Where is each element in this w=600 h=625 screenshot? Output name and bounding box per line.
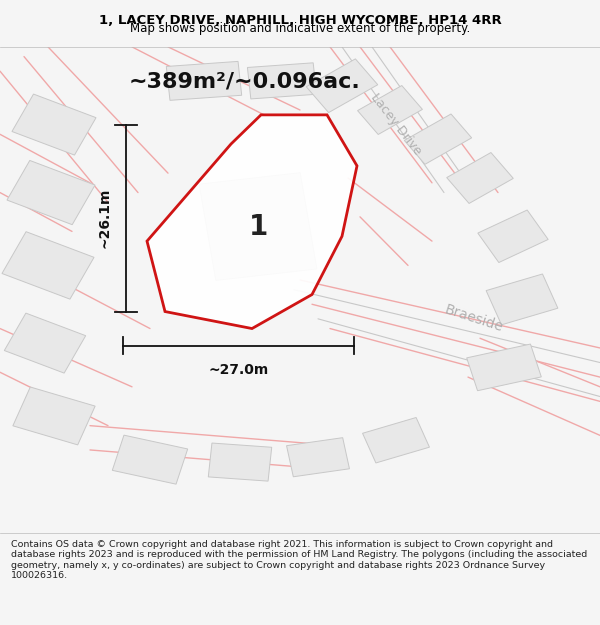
Polygon shape	[147, 115, 357, 329]
Polygon shape	[467, 344, 541, 391]
Text: Lacey Drive: Lacey Drive	[368, 91, 424, 158]
Polygon shape	[4, 313, 86, 373]
Text: 1: 1	[248, 213, 268, 241]
Polygon shape	[478, 210, 548, 262]
Polygon shape	[12, 94, 96, 155]
Polygon shape	[306, 59, 378, 112]
Text: ~27.0m: ~27.0m	[208, 362, 269, 376]
Polygon shape	[2, 232, 94, 299]
Polygon shape	[13, 387, 95, 445]
Polygon shape	[7, 161, 95, 224]
Polygon shape	[199, 173, 317, 281]
Text: ~26.1m: ~26.1m	[97, 188, 111, 248]
Polygon shape	[404, 114, 472, 164]
Polygon shape	[208, 443, 272, 481]
Text: Braeside: Braeside	[443, 302, 505, 335]
Polygon shape	[112, 435, 188, 484]
Polygon shape	[247, 63, 317, 99]
Polygon shape	[362, 418, 430, 463]
Text: Contains OS data © Crown copyright and database right 2021. This information is : Contains OS data © Crown copyright and d…	[11, 540, 587, 580]
Polygon shape	[358, 86, 422, 134]
Polygon shape	[486, 274, 558, 325]
Polygon shape	[446, 152, 514, 204]
Text: Map shows position and indicative extent of the property.: Map shows position and indicative extent…	[130, 22, 470, 35]
Text: ~389m²/~0.096ac.: ~389m²/~0.096ac.	[129, 72, 361, 92]
Text: 1, LACEY DRIVE, NAPHILL, HIGH WYCOMBE, HP14 4RR: 1, LACEY DRIVE, NAPHILL, HIGH WYCOMBE, H…	[98, 14, 502, 27]
Polygon shape	[287, 438, 349, 477]
Polygon shape	[166, 61, 242, 101]
